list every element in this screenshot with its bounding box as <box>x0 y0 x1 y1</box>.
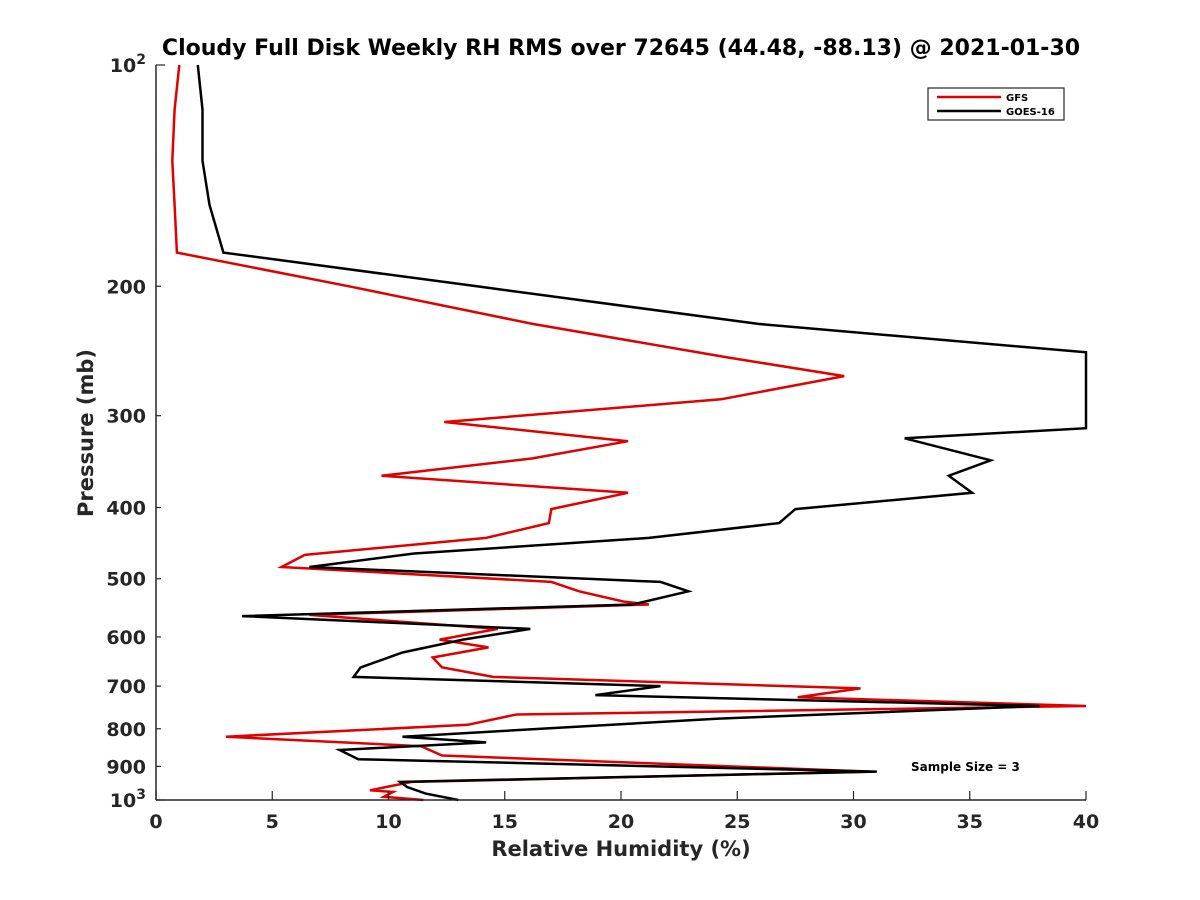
sample-size-annotation: Sample Size = 3 <box>911 760 1020 774</box>
series-line-gfs <box>171 64 1087 802</box>
y-tick-label: 400 <box>106 498 146 520</box>
x-tick-label: 35 <box>957 811 983 833</box>
y-axis-ticks: 102 200 300 400 500 600 700 800 900 103 <box>106 52 165 812</box>
x-tick-label: 40 <box>1073 811 1099 833</box>
legend-label-gfs: GFS <box>1006 93 1028 104</box>
y-tick-label: 900 <box>106 756 146 778</box>
x-axis-label: Relative Humidity (%) <box>491 837 750 861</box>
y-tick-label: 500 <box>106 569 146 591</box>
y-tick-label: 200 <box>106 276 146 298</box>
legend-label-goes16: GOES-16 <box>1006 107 1055 118</box>
plot-lines <box>171 64 1088 802</box>
x-tick-label: 5 <box>266 811 279 833</box>
y-tick-label: 102 <box>110 52 146 77</box>
x-tick-label: 20 <box>608 811 634 833</box>
x-tick-label: 30 <box>840 811 866 833</box>
y-tick-label: 800 <box>106 719 146 741</box>
y-tick-label: 300 <box>106 406 146 428</box>
series-line-goes16 <box>196 64 1088 802</box>
legend-box <box>927 87 1065 121</box>
legend: GFS GOES-16 <box>927 87 1065 121</box>
chart-title: Cloudy Full Disk Weekly RH RMS over 7264… <box>162 36 1080 61</box>
y-tick-label: 700 <box>106 676 146 698</box>
x-tick-label: 0 <box>149 811 162 833</box>
x-tick-label: 10 <box>375 811 401 833</box>
x-tick-label: 15 <box>492 811 518 833</box>
y-tick-label: 600 <box>106 627 146 649</box>
x-tick-label: 25 <box>724 811 750 833</box>
y-tick-label: 103 <box>110 787 146 812</box>
y-axis-label: Pressure (mb) <box>74 349 98 517</box>
x-axis-ticks: 0 5 10 15 20 25 30 35 40 <box>149 791 1099 833</box>
